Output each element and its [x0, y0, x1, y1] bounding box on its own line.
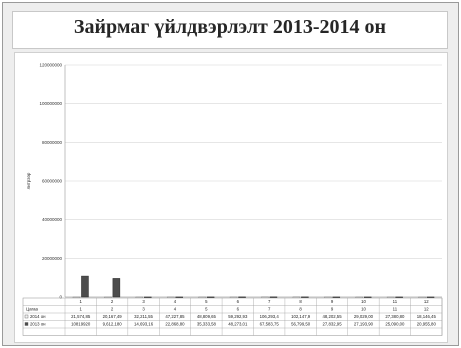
table-value-cell: 32,211,55 [134, 314, 153, 319]
table-value-cell: 59,292,93 [228, 314, 248, 319]
bar-chart: 0 20000000 40000000 60000000 80000000 1000000… [15, 53, 447, 342]
y-tick-label: 60000000 [42, 179, 63, 184]
table-value-cell: 56,799,50 [291, 322, 311, 327]
bar-2014-он-11 [386, 296, 395, 298]
table-month-cell: 1 [80, 307, 83, 312]
bar-2014-он-6 [229, 296, 238, 298]
y-tick-label: 20000000 [42, 256, 63, 261]
gridlines [64, 64, 442, 298]
bar-2014-он-4 [166, 296, 175, 298]
table-value-cell: 9,612,180 [103, 322, 123, 327]
table-value-cell: 48,809,65 [197, 314, 217, 319]
bar-2013-он-3 [144, 296, 152, 299]
y-tick-label: 80000000 [42, 140, 63, 145]
legend-label: 2014 он [30, 314, 46, 319]
bar-2013-он-6 [238, 296, 246, 298]
table-value-cell: 18,146,45 [417, 314, 437, 319]
bar-2014-он-9 [324, 296, 332, 298]
bar-2014-он-5 [198, 296, 206, 298]
x-tick-label: 10 [361, 299, 366, 304]
bar-2014-он-2 [104, 296, 112, 299]
legend-swatch [24, 314, 29, 319]
bar-2013-он-2 [112, 278, 121, 298]
bar-2013-он-12 [426, 296, 435, 299]
table-value-cell: 20,955,80 [417, 322, 437, 327]
chart-title: Зайрмаг үйлдвэрлэлт 2013-2014 он [73, 16, 387, 38]
table-month-cell: 6 [237, 307, 240, 312]
bar-2013-он-10 [363, 296, 372, 298]
x-tick-label: 12 [424, 299, 429, 304]
bars [72, 275, 435, 299]
table-month-cell: 7 [268, 307, 271, 312]
bar-2014-он-10 [355, 296, 363, 298]
bar-2013-он-11 [395, 296, 403, 299]
table-value-cell: 48,273,01 [228, 322, 248, 327]
x-tick-label: 8 [299, 299, 302, 304]
table-value-cell: 29,029,00 [354, 314, 374, 319]
x-tick-label: 11 [393, 299, 398, 304]
x-tick-label: 1 [80, 299, 83, 304]
table-value-cell: 25,090,00 [385, 322, 405, 327]
bar-2014-он-3 [135, 296, 144, 298]
bar-2013-он-8 [301, 296, 309, 298]
x-tick-label: 6 [237, 299, 240, 304]
x-tick-label: 7 [268, 299, 271, 304]
table-value-cell: 14,693,16 [134, 322, 154, 327]
x-tick-label: 3 [142, 299, 145, 304]
bar-2014-он-1 [72, 296, 81, 299]
table-value-cell: 35,333,58 [197, 322, 217, 327]
y-axis-ticks: 0 20000000 40000000 60000000 80000000 1000000… [39, 63, 62, 300]
table-month-cell: 5 [205, 307, 208, 312]
table-month-cell: 4 [174, 307, 177, 312]
table-value-cell: 48,202,55 [322, 314, 342, 319]
table-value-cell: 27,380,80 [385, 314, 405, 319]
bar-2013-он-7 [269, 296, 278, 298]
bar-2013-он-9 [332, 296, 341, 298]
table-value-cell: 20,167,49 [103, 314, 123, 319]
table-value-cell: 10819920 [71, 322, 91, 327]
title-box: Зайрмаг үйлдвэрлэлт 2013-2014 он [12, 11, 448, 49]
table-month-cell: 9 [331, 307, 334, 312]
chart-area: 0 20000000 40000000 60000000 80000000 1000000… [14, 52, 448, 343]
table-month-cell: 12 [424, 307, 429, 312]
legend-swatch [24, 322, 29, 326]
bar-2014-он-8 [292, 296, 301, 298]
y-tick-label: 40000000 [42, 217, 63, 222]
table-month-cell: 3 [142, 307, 145, 312]
legend-label: 2013 он [30, 322, 46, 327]
x-tick-label: 5 [205, 299, 208, 304]
table-month-cell: 10 [361, 307, 366, 312]
x-tick-label: 9 [331, 299, 334, 304]
table-value-cell: 47,227,85 [165, 314, 185, 319]
y-axis-label: литрээр [26, 172, 31, 189]
x-tick-label: 4 [174, 299, 177, 304]
table-value-cell: 27,193,90 [354, 322, 374, 327]
bar-2013-он-1 [81, 275, 89, 298]
table-month-cell: 2 [111, 307, 114, 312]
table-value-cell: 21,574,85 [71, 314, 91, 319]
bar-2013-он-4 [175, 296, 183, 299]
x-tick-label: 2 [111, 299, 114, 304]
table-value-cell: 22,868,80 [165, 322, 185, 327]
bar-2014-он-12 [418, 296, 426, 299]
y-tick-label: 100000000 [39, 101, 62, 106]
table-value-cell: 102,147,9 [291, 314, 311, 319]
table-month-cell: 11 [393, 307, 398, 312]
table-month-cell: 8 [299, 307, 302, 312]
table-value-cell: 67,583,75 [260, 322, 280, 327]
table-value-cell: 27,832,95 [322, 322, 342, 327]
bar-2014-он-7 [261, 296, 269, 298]
table-value-cell: 106,293,4 [260, 314, 280, 319]
table-header-label: Цагаа [26, 307, 39, 312]
bar-2013-он-5 [206, 296, 215, 298]
y-tick-label: 0 [59, 295, 62, 300]
y-tick-label: 120000000 [39, 63, 62, 68]
